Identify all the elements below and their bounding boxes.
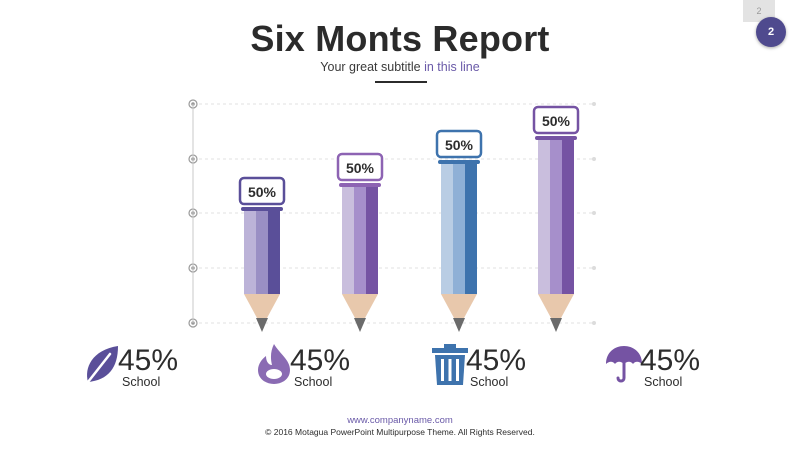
pencil-stripe-dark [465, 163, 477, 294]
pencil-lead [453, 318, 465, 332]
pencil-stripe-dark [366, 186, 378, 294]
stat-value: 45% [640, 344, 701, 377]
stat-label: School [294, 375, 333, 389]
data-label-box [435, 129, 483, 159]
slide-number-tab: 2 [743, 0, 775, 22]
pencil-stripe-mid [453, 163, 465, 294]
pencil-stripe-dark [562, 139, 574, 294]
pencil-cap [535, 136, 577, 140]
stat-label: School [470, 375, 509, 389]
leaf-icon [86, 346, 118, 384]
pencil-stripe-mid [256, 210, 268, 294]
page-title: Six Monts Report [250, 18, 550, 59]
stat-value: 45% [466, 344, 527, 377]
axis-tick-right [592, 157, 596, 161]
pencil-wood [244, 294, 280, 318]
axis-tick-right [592, 211, 596, 215]
pencil-stripe-dark [268, 210, 280, 294]
slide-number-badge[interactable]: 2 [756, 17, 786, 47]
pencil-lead [550, 318, 562, 332]
data-label-box [238, 176, 286, 206]
pencil-wood [538, 294, 574, 318]
axis-tick-right [592, 321, 596, 325]
data-label: 50% [445, 137, 474, 153]
data-label-box [336, 152, 384, 182]
pencil-cap [241, 207, 283, 211]
pencil-wood [441, 294, 477, 318]
pencil-stripe-light [441, 163, 453, 294]
data-label: 50% [542, 113, 571, 129]
subtitle-main: Your great subtitle [320, 60, 421, 74]
pencil-stripe-mid [354, 186, 366, 294]
stat-value: 45% [118, 344, 179, 377]
stat-label: School [644, 375, 683, 389]
axis-tick-right [592, 102, 596, 106]
stat-value: 45% [290, 344, 351, 377]
page-subtitle: Your great subtitle in this line [0, 60, 800, 74]
umbrella-icon [606, 346, 642, 383]
axis-tick-right [592, 266, 596, 270]
title-underline [375, 81, 427, 83]
trash-icon [432, 344, 468, 385]
footer-copyright: © 2016 Motagua PowerPoint Multipurpose T… [265, 427, 535, 437]
data-label: 50% [346, 160, 375, 176]
pencil-stripe-light [342, 186, 354, 294]
pencil-lead [354, 318, 366, 332]
subtitle-accent: in this line [424, 60, 480, 74]
flame-icon [258, 344, 290, 384]
footer-url-link[interactable]: www.companyname.com [347, 415, 453, 426]
pencil-wood [342, 294, 378, 318]
pencil-cap [438, 160, 480, 164]
pencil-stripe-mid [550, 139, 562, 294]
pencil-cap [339, 183, 381, 187]
data-label-box [532, 105, 580, 135]
pencil-lead [256, 318, 268, 332]
stat-label: School [122, 375, 161, 389]
pencil-stripe-light [244, 210, 256, 294]
pencil-stripe-light [538, 139, 550, 294]
data-label: 50% [248, 184, 277, 200]
